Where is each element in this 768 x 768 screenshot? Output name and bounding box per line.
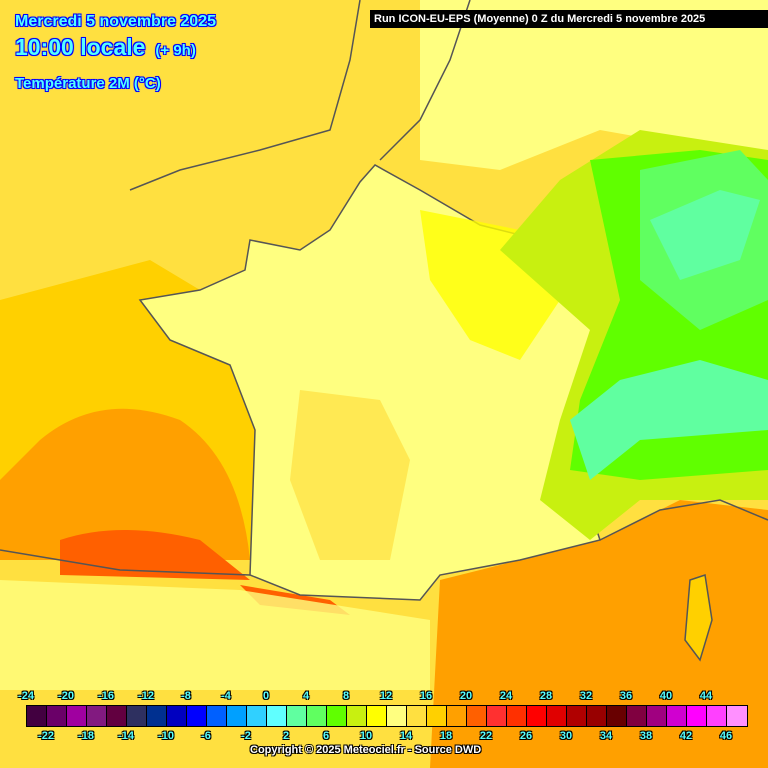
- scale-label-top: 32: [579, 690, 593, 702]
- scale-label-top: -8: [181, 690, 191, 702]
- color-scale-cell: [187, 706, 207, 726]
- corsica: [684, 574, 713, 662]
- scale-label-top: 16: [419, 690, 433, 702]
- forecast-offset: (+ 9h): [155, 42, 196, 59]
- color-scale-cell: [627, 706, 647, 726]
- color-scale-cell: [307, 706, 327, 726]
- color-scale-cell: [487, 706, 507, 726]
- scale-label-bottom: -6: [201, 730, 211, 742]
- scale-label-bottom: 6: [322, 730, 330, 742]
- scale-label-bottom: 38: [639, 730, 653, 742]
- france-central-warm: [290, 390, 410, 560]
- color-scale-cell: [367, 706, 387, 726]
- scale-label-top: 36: [619, 690, 633, 702]
- color-scale-cell: [647, 706, 667, 726]
- color-scale-cell: [347, 706, 367, 726]
- scale-label-top: 12: [379, 690, 393, 702]
- netherlands-coast: [379, 0, 471, 161]
- scale-label-bottom: 30: [559, 730, 573, 742]
- color-scale-cell: [587, 706, 607, 726]
- color-scale-cell: [227, 706, 247, 726]
- scale-label-bottom: 18: [439, 730, 453, 742]
- biscay-warm-zone: [0, 408, 250, 560]
- color-scale-cell: [527, 706, 547, 726]
- scale-label-top: 24: [499, 690, 513, 702]
- scale-label-top: -4: [221, 690, 231, 702]
- forecast-time: 10:00 locale (+ 9h): [15, 34, 196, 61]
- uk-coast: [129, 0, 361, 191]
- scale-label-bottom: 46: [719, 730, 733, 742]
- scale-label-bottom: 34: [599, 730, 613, 742]
- scale-label-top: 0: [262, 690, 270, 702]
- scale-label-bottom: 26: [519, 730, 533, 742]
- mediterranean-zone: [430, 500, 768, 768]
- color-scale-cell: [507, 706, 527, 726]
- scale-label-top: -24: [18, 690, 34, 702]
- color-scale-cell: [147, 706, 167, 726]
- scale-label-top: 8: [342, 690, 350, 702]
- scale-label-top: 20: [459, 690, 473, 702]
- north-light: [420, 0, 768, 170]
- scale-label-top: 40: [659, 690, 673, 702]
- color-scale: [26, 705, 748, 727]
- color-scale-cell: [667, 706, 687, 726]
- scale-label-top: -20: [58, 690, 74, 702]
- scale-label-top: -12: [138, 690, 154, 702]
- color-scale-cell: [607, 706, 627, 726]
- alps-cold3: [650, 190, 760, 280]
- local-time: 10:00 locale: [15, 34, 146, 60]
- scale-label-bottom: -10: [158, 730, 174, 742]
- scale-label-bottom: 14: [399, 730, 413, 742]
- color-scale-cell: [127, 706, 147, 726]
- color-scale-cell: [707, 706, 727, 726]
- scale-label-bottom: 22: [479, 730, 493, 742]
- color-scale-cell: [67, 706, 87, 726]
- color-scale-cell: [87, 706, 107, 726]
- color-scale-cell: [327, 706, 347, 726]
- italy-coast: [599, 499, 768, 541]
- color-scale-cell: [287, 706, 307, 726]
- color-scale-cell: [687, 706, 707, 726]
- scale-label-top: 44: [699, 690, 713, 702]
- scale-label-bottom: -18: [78, 730, 94, 742]
- spain-yellow: [0, 580, 430, 690]
- scale-label-bottom: 10: [359, 730, 373, 742]
- color-scale-cell: [47, 706, 67, 726]
- color-scale-cell: [407, 706, 427, 726]
- scale-label-top: 4: [302, 690, 310, 702]
- color-scale-cell: [167, 706, 187, 726]
- scale-label-top: -16: [98, 690, 114, 702]
- color-scale-cell: [387, 706, 407, 726]
- color-scale-cell: [467, 706, 487, 726]
- color-scale-cell: [547, 706, 567, 726]
- color-scale-cell: [447, 706, 467, 726]
- scale-label-bottom: -22: [38, 730, 54, 742]
- scale-label-bottom: 42: [679, 730, 693, 742]
- scale-label-top: 28: [539, 690, 553, 702]
- run-info-banner: Run ICON-EU-EPS (Moyenne) 0 Z du Mercred…: [370, 10, 768, 28]
- color-scale-cell: [207, 706, 227, 726]
- forecast-date: Mercredi 5 novembre 2025: [15, 13, 216, 30]
- parameter-title: Température 2M (°C): [15, 75, 161, 92]
- scale-label-bottom: -14: [118, 730, 134, 742]
- color-scale-cell: [727, 706, 747, 726]
- uk-zone: [0, 0, 370, 190]
- copyright: Copyright © 2025 Meteociel.fr - Source D…: [250, 744, 482, 756]
- color-scale-cell: [427, 706, 447, 726]
- scale-label-bottom: 2: [282, 730, 290, 742]
- color-scale-cell: [247, 706, 267, 726]
- color-scale-cell: [567, 706, 587, 726]
- color-scale-cell: [267, 706, 287, 726]
- scale-label-bottom: -2: [241, 730, 251, 742]
- color-scale-cell: [27, 706, 47, 726]
- color-scale-cell: [107, 706, 127, 726]
- spain-coast: [0, 549, 251, 576]
- alps-cold2: [570, 360, 768, 480]
